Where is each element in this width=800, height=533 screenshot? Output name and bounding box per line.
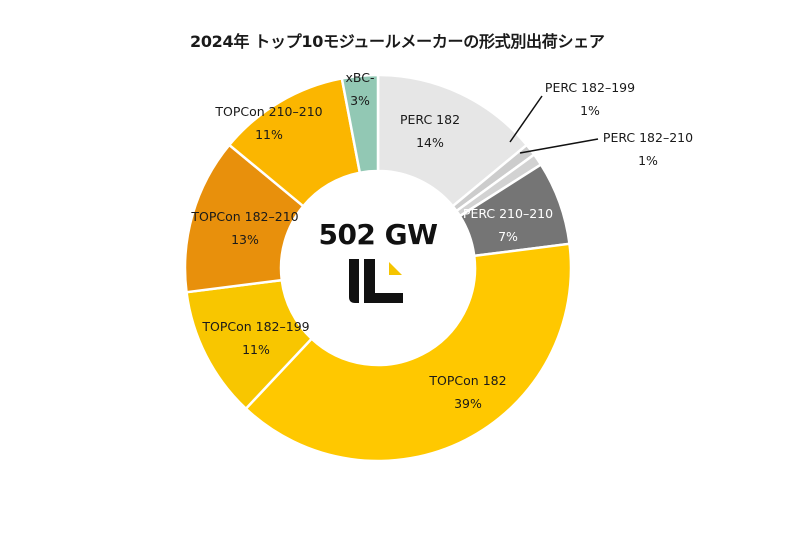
slice-label-percent: 3% bbox=[350, 93, 370, 108]
slice-label-percent: 39% bbox=[454, 396, 482, 411]
slice-label-percent: 11% bbox=[255, 127, 283, 142]
callout-line bbox=[509, 95, 543, 143]
total-capacity-label: 502 GW bbox=[318, 218, 438, 251]
donut-slice bbox=[340, 73, 380, 175]
il-logo-icon bbox=[349, 259, 403, 303]
slice-label-name: TOPCon 182 bbox=[428, 373, 506, 388]
slice-label-name: PERC 182–199 bbox=[545, 80, 635, 95]
slice-label-percent: 14% bbox=[416, 135, 444, 150]
slice-label-percent: 1% bbox=[580, 103, 600, 118]
callout-line bbox=[519, 138, 599, 154]
slice-label-name: xBC- bbox=[346, 70, 375, 85]
donut-slice bbox=[244, 242, 573, 463]
slice-label-percent: 13% bbox=[231, 232, 259, 247]
slice-label-name: PERC 182–210 bbox=[603, 130, 693, 145]
slice-label-percent: 11% bbox=[242, 342, 270, 357]
slice-label-name: TOPCon 210–210 bbox=[214, 104, 322, 119]
callout-lines bbox=[509, 95, 599, 154]
slice-label-percent: 7% bbox=[498, 229, 518, 244]
slice-label-name: PERC 182 bbox=[400, 112, 460, 127]
donut-slices bbox=[183, 73, 573, 463]
slice-label-name: TOPCon 182–199 bbox=[201, 319, 309, 334]
slice-label-name: PERC 210–210 bbox=[463, 206, 553, 221]
slice-label-name: TOPCon 182–210 bbox=[190, 209, 298, 224]
slice-label-percent: 1% bbox=[638, 153, 658, 168]
chart-title: 2024年 トップ10モジュールメーカーの形式別出荷シェア bbox=[190, 32, 605, 51]
